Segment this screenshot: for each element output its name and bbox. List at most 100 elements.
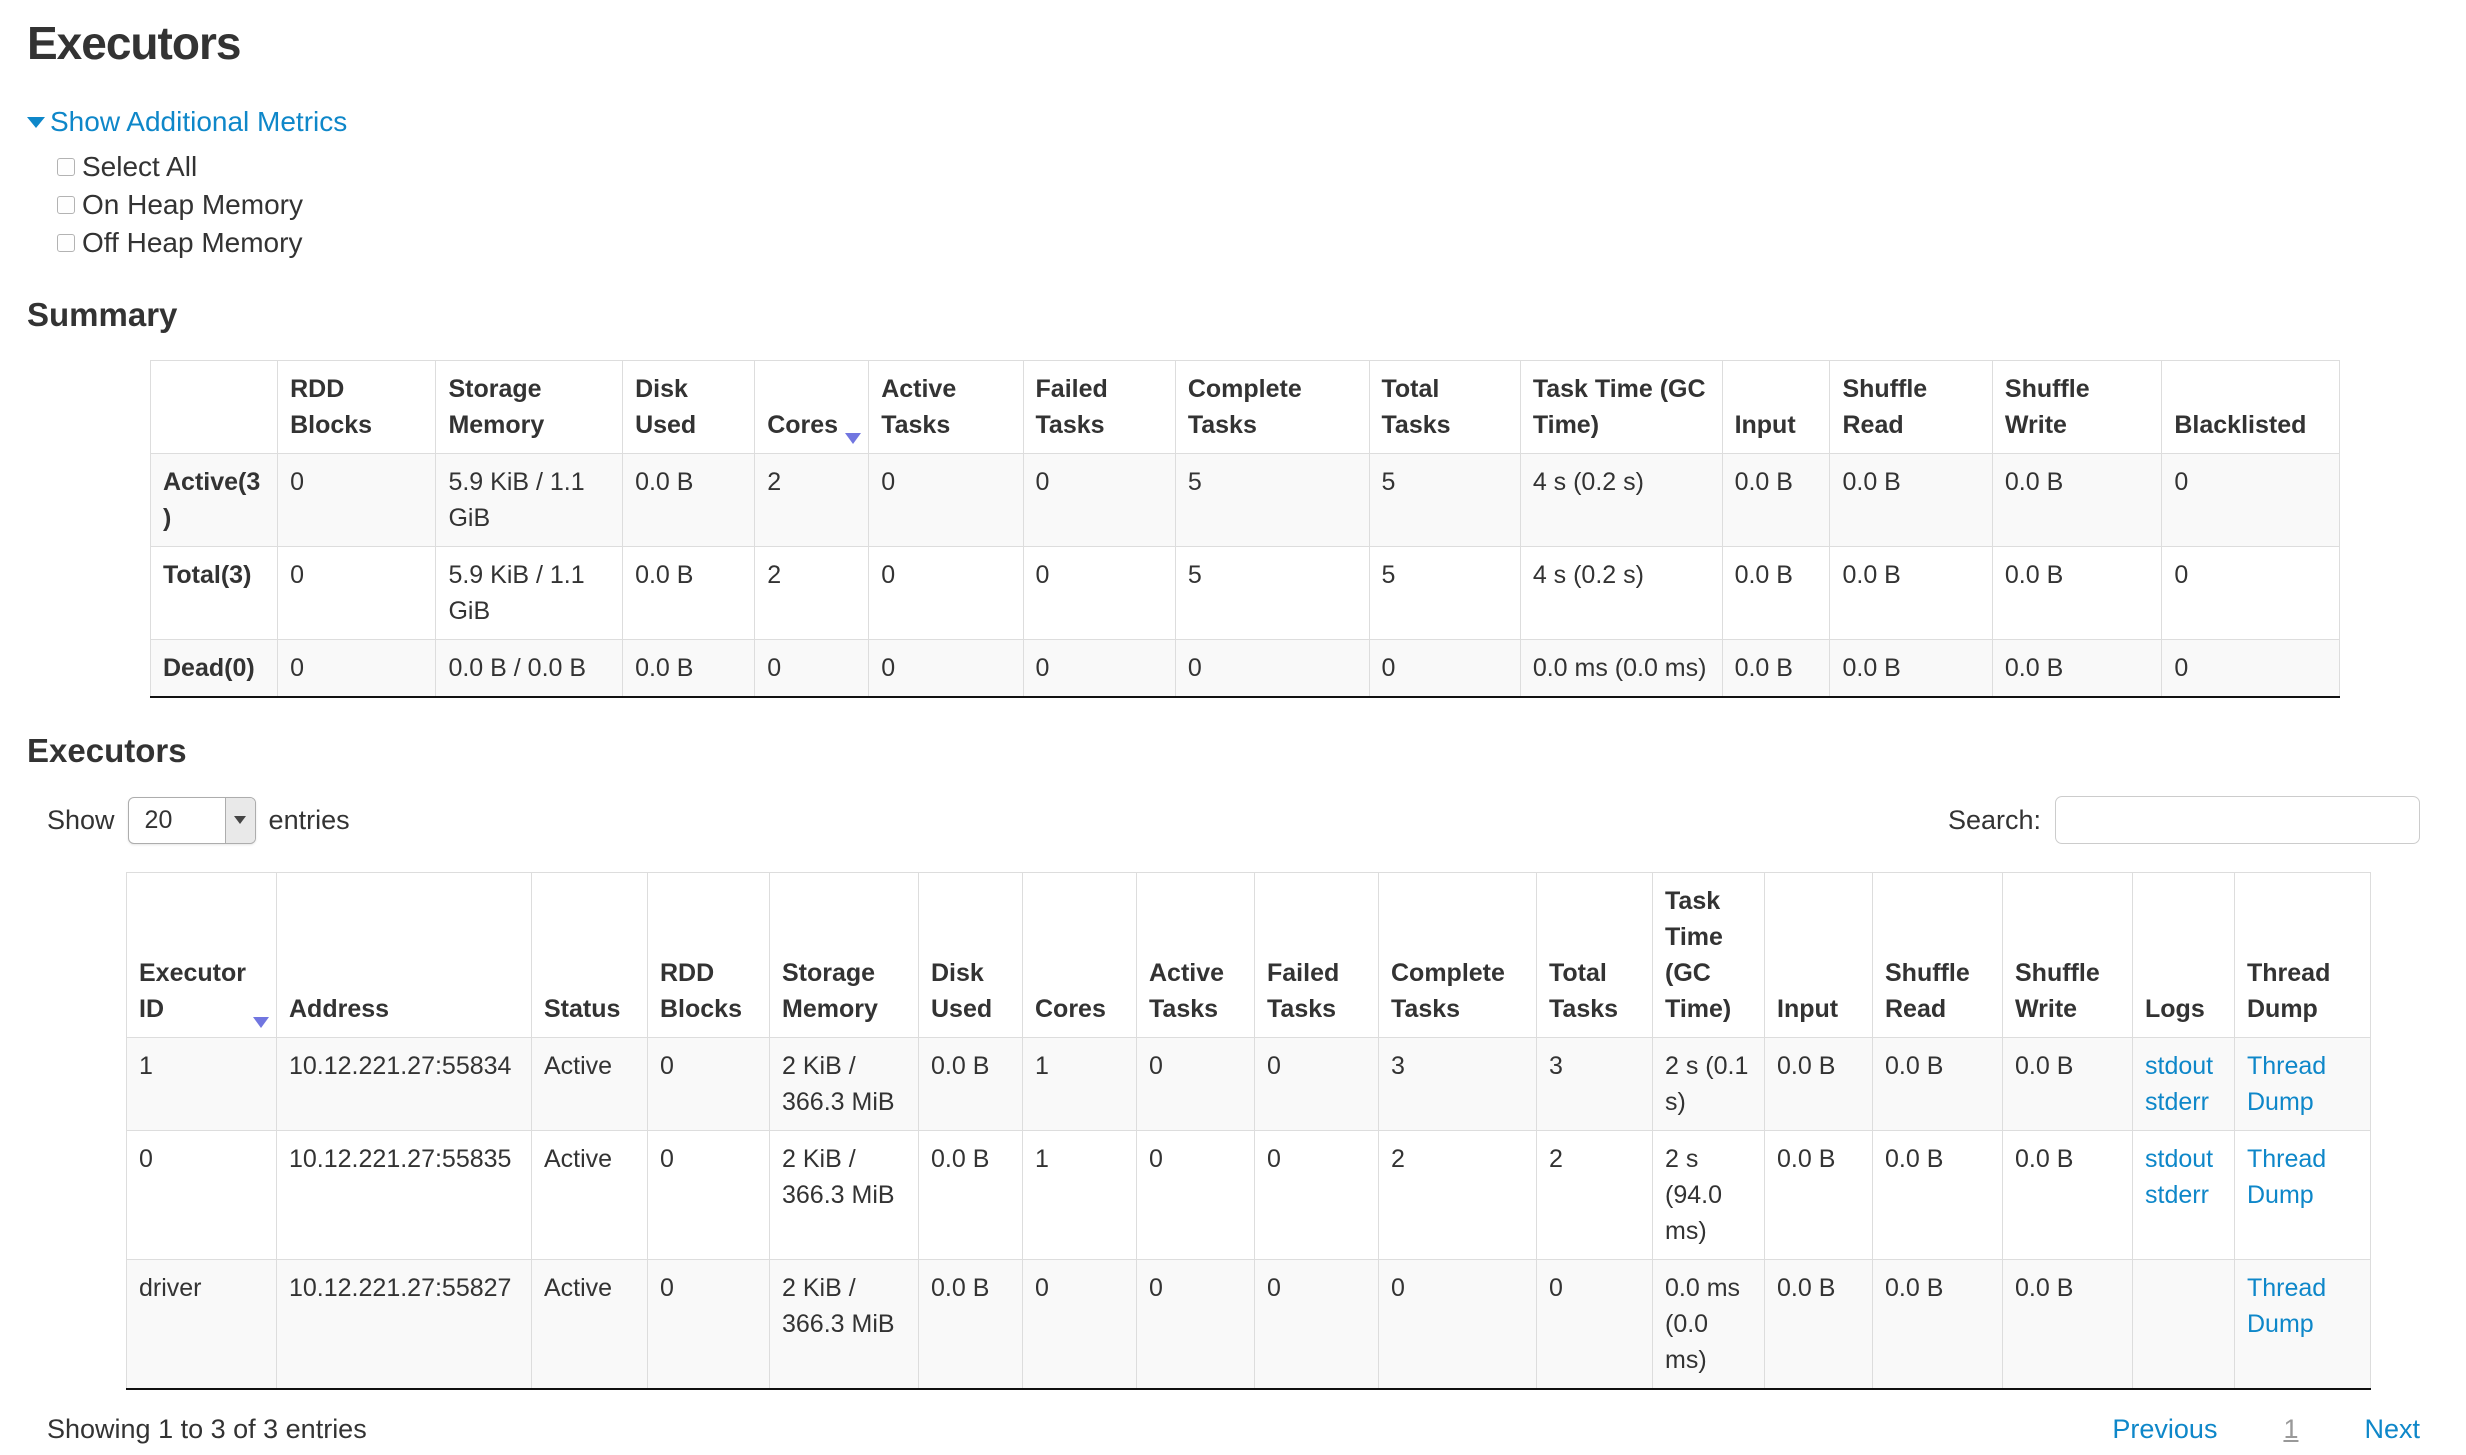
cell-shuffle-read: 0.0 B: [1872, 1130, 2003, 1260]
cell-shuffle-write: 0.0 B: [2002, 1130, 2133, 1260]
cell-failed-tasks: 0: [1022, 639, 1176, 698]
executors-header-row: Executor ID Address Status RDD Blocks St…: [126, 872, 2371, 1038]
summary-header-cores[interactable]: Cores: [754, 360, 870, 454]
thread-dump-link[interactable]: Thread Dump: [2247, 1145, 2327, 1209]
summary-header-blacklisted[interactable]: Blacklisted: [2161, 360, 2340, 454]
executors-header-rdd-blocks[interactable]: RDD Blocks: [647, 872, 770, 1038]
cell-active-tasks: 0: [868, 546, 1024, 640]
cell-shuffle-read: 0.0 B: [1829, 453, 1993, 547]
cell-input: 0.0 B: [1721, 546, 1831, 640]
cell-shuffle-read: 0.0 B: [1829, 546, 1993, 640]
cell-storage-memory: 0.0 B / 0.0 B: [435, 639, 624, 698]
executors-header-thread-dump[interactable]: Thread Dump: [2234, 872, 2371, 1038]
cell-rdd-blocks: 0: [647, 1259, 770, 1390]
checkbox-label: Off Heap Memory: [82, 227, 303, 258]
cell-cores: 1: [1022, 1037, 1137, 1131]
executors-header-address[interactable]: Address: [276, 872, 532, 1038]
summary-header-active-tasks[interactable]: Active Tasks: [868, 360, 1024, 454]
cell-thread-dump: Thread Dump: [2234, 1037, 2371, 1131]
row-label: Dead(0): [149, 639, 279, 698]
search-input[interactable]: [2055, 796, 2420, 844]
executors-header-complete-tasks[interactable]: Complete Tasks: [1378, 872, 1537, 1038]
cell-storage-memory: 5.9 KiB / 1.1 GiB: [435, 546, 624, 640]
executors-header-task-time[interactable]: Task Time (GC Time): [1652, 872, 1765, 1038]
cell-shuffle-write: 0.0 B: [1991, 639, 2163, 698]
show-additional-metrics-link[interactable]: Show Additional Metrics: [27, 106, 347, 138]
cell-storage-memory: 2 KiB / 366.3 MiB: [769, 1259, 919, 1390]
checkbox-off-heap-memory[interactable]: [57, 234, 75, 252]
executors-header-executor-id[interactable]: Executor ID: [126, 872, 277, 1038]
summary-row-dead: Dead(0) 0 0.0 B / 0.0 B 0.0 B 0 0 0 0 0 …: [149, 639, 2340, 698]
cell-complete-tasks: 5: [1174, 453, 1370, 547]
cell-shuffle-write: 0.0 B: [2002, 1037, 2133, 1131]
cell-complete-tasks: 3: [1378, 1037, 1537, 1131]
stderr-link[interactable]: stderr: [2145, 1088, 2209, 1116]
cell-task-time: 0.0 ms (0.0 ms): [1652, 1259, 1765, 1390]
cell-active-tasks: 0: [1136, 1259, 1255, 1390]
checkbox-select-all[interactable]: [57, 158, 75, 176]
executors-table: Executor ID Address Status RDD Blocks St…: [126, 872, 2371, 1390]
cell-disk-used: 0.0 B: [918, 1037, 1023, 1131]
metric-option-on-heap-memory: On Heap Memory: [57, 186, 2420, 224]
executors-header-disk-used[interactable]: Disk Used: [918, 872, 1023, 1038]
executors-header-logs[interactable]: Logs: [2132, 872, 2235, 1038]
page-number[interactable]: 1: [2283, 1414, 2299, 1444]
page-size-value: 20: [144, 805, 173, 834]
cell-shuffle-read: 0.0 B: [1872, 1037, 2003, 1131]
thread-dump-link[interactable]: Thread Dump: [2247, 1274, 2327, 1338]
column-label: Executor ID: [139, 959, 246, 1023]
cell-input: 0.0 B: [1721, 639, 1831, 698]
stderr-link[interactable]: stderr: [2145, 1181, 2209, 1209]
executors-header-storage-memory[interactable]: Storage Memory: [769, 872, 919, 1038]
summary-header-complete-tasks[interactable]: Complete Tasks: [1174, 360, 1370, 454]
checkbox-on-heap-memory[interactable]: [57, 196, 75, 214]
previous-button[interactable]: Previous: [2112, 1414, 2218, 1444]
executors-header-cores[interactable]: Cores: [1022, 872, 1137, 1038]
table-row: 0 10.12.221.27:55835 Active 0 2 KiB / 36…: [126, 1130, 2371, 1260]
summary-header-task-time[interactable]: Task Time (GC Time): [1519, 360, 1723, 454]
summary-section: Summary RDD Blocks Storage Memory Disk U…: [27, 296, 2420, 698]
search-label: Search:: [1947, 804, 2041, 835]
cell-complete-tasks: 5: [1174, 546, 1370, 640]
cell-active-tasks: 0: [868, 453, 1024, 547]
row-label: Total(3): [149, 546, 279, 640]
stdout-link[interactable]: stdout: [2145, 1145, 2214, 1173]
summary-header-rdd-blocks[interactable]: RDD Blocks: [277, 360, 437, 454]
cell-cores: 2: [754, 453, 870, 547]
entries-label: entries: [268, 804, 350, 835]
thread-dump-link[interactable]: Thread Dump: [2247, 1052, 2327, 1116]
summary-header-storage-memory[interactable]: Storage Memory: [435, 360, 624, 454]
summary-header-shuffle-write[interactable]: Shuffle Write: [1991, 360, 2163, 454]
table-row: 1 10.12.221.27:55834 Active 0 2 KiB / 36…: [126, 1037, 2371, 1131]
summary-header-input[interactable]: Input: [1721, 360, 1831, 454]
search-control: Search:: [1948, 796, 2420, 844]
summary-header-total-tasks[interactable]: Total Tasks: [1368, 360, 1521, 454]
show-additional-metrics-label: Show Additional Metrics: [50, 106, 348, 137]
stdout-link[interactable]: stdout: [2145, 1052, 2214, 1080]
executors-header-status[interactable]: Status: [531, 872, 648, 1038]
executors-header-input[interactable]: Input: [1764, 872, 1873, 1038]
show-label: Show: [47, 804, 115, 835]
cell-total-tasks: 5: [1368, 546, 1521, 640]
executors-section: Executors Show 20 entries Search:: [27, 732, 2420, 1445]
cell-logs: stdout stderr: [2132, 1130, 2235, 1260]
executors-header-total-tasks[interactable]: Total Tasks: [1536, 872, 1653, 1038]
sort-desc-icon: [253, 1017, 269, 1028]
cell-task-time: 4 s (0.2 s): [1519, 546, 1723, 640]
summary-header-failed-tasks[interactable]: Failed Tasks: [1022, 360, 1176, 454]
executors-header-shuffle-read[interactable]: Shuffle Read: [1872, 872, 2003, 1038]
executors-header-active-tasks[interactable]: Active Tasks: [1136, 872, 1255, 1038]
cell-input: 0.0 B: [1764, 1259, 1873, 1390]
next-button[interactable]: Next: [2364, 1414, 2420, 1444]
summary-header-shuffle-read[interactable]: Shuffle Read: [1829, 360, 1993, 454]
executors-header-shuffle-write[interactable]: Shuffle Write: [2002, 872, 2133, 1038]
summary-header-disk-used[interactable]: Disk Used: [622, 360, 756, 454]
page-size-select[interactable]: 20: [127, 796, 256, 844]
executors-header-failed-tasks[interactable]: Failed Tasks: [1254, 872, 1379, 1038]
page-title: Executors: [27, 17, 241, 69]
cell-rdd-blocks: 0: [277, 639, 437, 698]
cell-cores: 1: [1022, 1130, 1137, 1260]
cell-shuffle-write: 0.0 B: [1991, 546, 2163, 640]
cell-task-time: 2 s (0.1 s): [1652, 1037, 1765, 1131]
cell-active-tasks: 0: [868, 639, 1024, 698]
